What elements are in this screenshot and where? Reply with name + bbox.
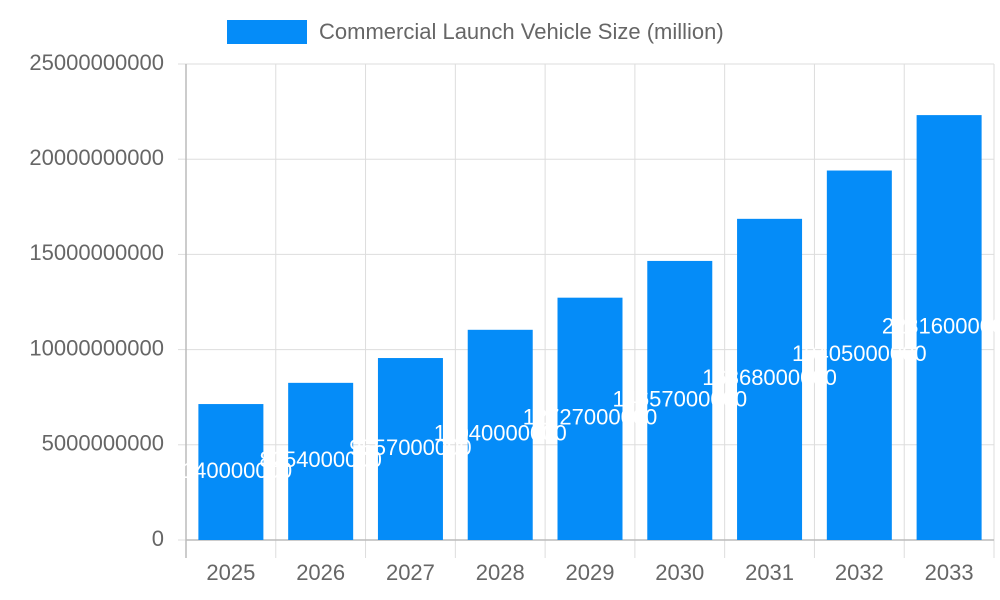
y-tick-label: 10000000000 bbox=[29, 335, 164, 360]
data-label: 14657000000 bbox=[612, 386, 747, 411]
data-label: 16868000000 bbox=[702, 365, 837, 390]
data-label: 12727000000 bbox=[523, 405, 658, 430]
x-tick-label: 2026 bbox=[296, 560, 345, 585]
x-tick-label: 2029 bbox=[566, 560, 615, 585]
x-tick-label: 2028 bbox=[476, 560, 525, 585]
legend-swatch bbox=[227, 20, 307, 44]
x-tick-label: 2031 bbox=[745, 560, 794, 585]
bar bbox=[467, 329, 533, 540]
bar bbox=[288, 382, 354, 540]
bar bbox=[557, 297, 623, 540]
data-label: 9557000000 bbox=[349, 435, 471, 460]
x-tick-label: 2025 bbox=[206, 560, 255, 585]
bar bbox=[647, 260, 713, 540]
bar bbox=[377, 358, 443, 540]
data-label: 7140000000 bbox=[170, 458, 292, 483]
y-tick-label: 15000000000 bbox=[29, 240, 164, 265]
bar bbox=[826, 170, 892, 540]
bar bbox=[916, 115, 982, 540]
y-tick-label: 20000000000 bbox=[29, 145, 164, 170]
y-tick-label: 5000000000 bbox=[42, 431, 164, 456]
bar bbox=[198, 404, 264, 540]
data-label: 19405000000 bbox=[792, 341, 927, 366]
x-tick-label: 2032 bbox=[835, 560, 884, 585]
x-tick-label: 2033 bbox=[925, 560, 974, 585]
data-label: 11040000000 bbox=[434, 421, 567, 446]
x-tick-label: 2027 bbox=[386, 560, 435, 585]
y-tick-label: 0 bbox=[152, 526, 164, 551]
data-label: 22316000000 bbox=[882, 313, 1000, 338]
legend-label: Commercial Launch Vehicle Size (million) bbox=[319, 19, 724, 44]
data-label: 8254000000 bbox=[259, 447, 381, 472]
y-tick-label: 25000000000 bbox=[29, 50, 164, 75]
x-tick-label: 2030 bbox=[655, 560, 704, 585]
bar bbox=[737, 218, 803, 540]
